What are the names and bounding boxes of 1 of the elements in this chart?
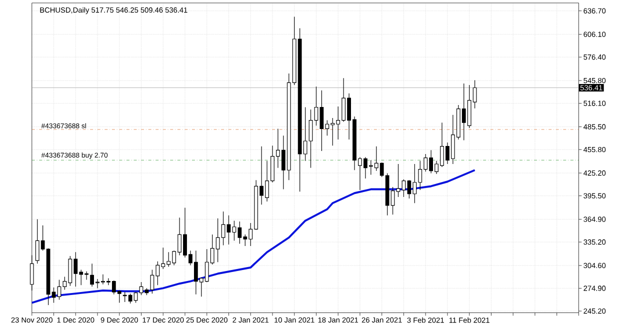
candlestick: [396, 164, 400, 198]
